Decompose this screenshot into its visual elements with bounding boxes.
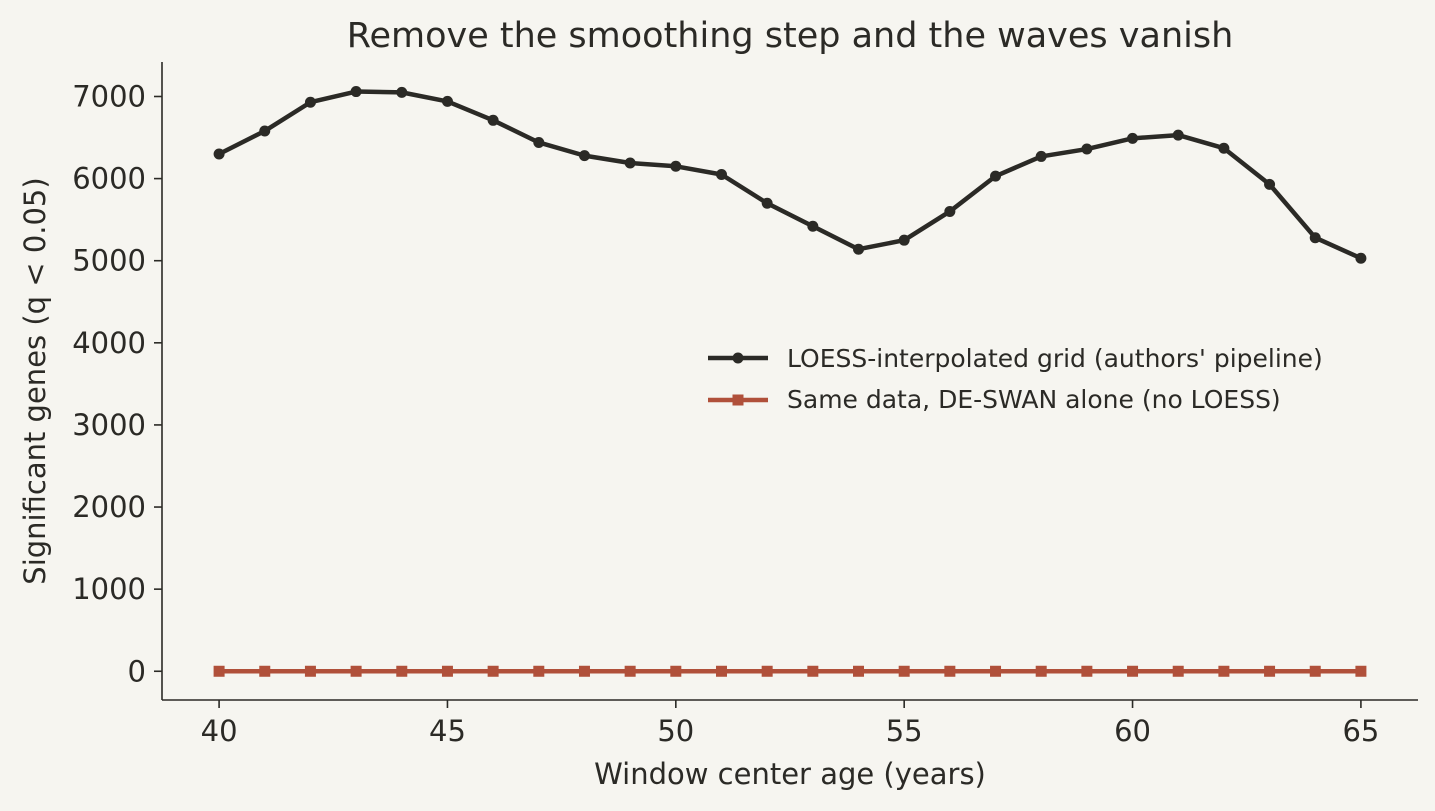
data-point <box>1035 150 1047 162</box>
data-point <box>441 665 453 677</box>
data-point <box>487 665 499 677</box>
chart-title: Remove the smoothing step and the waves … <box>347 16 1234 56</box>
data-point <box>578 665 590 677</box>
legend-marker-deswan <box>732 394 744 406</box>
legend-label-loess: LOESS-interpolated grid (authors' pipeli… <box>787 344 1323 373</box>
data-point <box>670 160 682 172</box>
data-point <box>441 95 453 107</box>
data-point <box>898 665 910 677</box>
y-tick-label: 0 <box>128 654 146 688</box>
y-tick-label: 5000 <box>72 244 146 278</box>
data-point <box>259 665 271 677</box>
data-point <box>259 125 271 137</box>
data-point <box>1172 665 1184 677</box>
data-point <box>533 136 545 148</box>
data-point <box>1218 665 1230 677</box>
data-point <box>1081 665 1093 677</box>
series-1 <box>213 665 1367 677</box>
data-point <box>304 665 316 677</box>
data-point <box>715 168 727 180</box>
data-point <box>807 665 819 677</box>
data-point <box>990 170 1002 182</box>
y-axis-label: Significant genes (q < 0.05) <box>18 177 52 584</box>
data-point <box>213 148 225 160</box>
data-point <box>624 665 636 677</box>
y-tick-label: 6000 <box>72 162 146 196</box>
legend-marker-loess <box>732 352 744 364</box>
data-point <box>1264 665 1276 677</box>
data-point <box>1127 665 1139 677</box>
data-point <box>853 665 865 677</box>
data-point <box>898 234 910 246</box>
data-point <box>1355 252 1367 264</box>
y-tick-label: 2000 <box>72 490 146 524</box>
data-point <box>624 157 636 169</box>
data-point <box>304 96 316 108</box>
data-point <box>1218 142 1230 154</box>
data-point <box>533 665 545 677</box>
y-tick-label: 1000 <box>72 572 146 606</box>
data-point <box>1081 143 1093 155</box>
data-point <box>853 243 865 255</box>
data-point <box>944 205 956 217</box>
x-axis-label: Window center age (years) <box>594 757 986 791</box>
legend-entry-deswan: Same data, DE-SWAN alone (no LOESS) <box>708 385 1281 414</box>
data-point <box>396 665 408 677</box>
data-point <box>396 86 408 98</box>
data-point <box>1355 665 1367 677</box>
x-tick-label: 45 <box>429 714 466 748</box>
data-point <box>487 114 499 126</box>
series-layer <box>213 86 1367 677</box>
data-point <box>1172 129 1184 141</box>
legend: LOESS-interpolated grid (authors' pipeli… <box>708 344 1323 414</box>
data-point <box>807 220 819 232</box>
data-point <box>1264 178 1276 190</box>
series-0 <box>213 86 1367 264</box>
data-point <box>578 150 590 162</box>
x-tick-label: 60 <box>1114 714 1151 748</box>
data-point <box>1309 232 1321 244</box>
x-axis: 40 45 50 55 60 65 <box>162 699 1418 748</box>
x-tick-label: 40 <box>201 714 238 748</box>
y-axis: 0 1000 2000 3000 4000 5000 6000 7000 <box>72 62 163 700</box>
data-point <box>1309 665 1321 677</box>
x-tick-label: 50 <box>657 714 694 748</box>
data-point <box>1035 665 1047 677</box>
y-tick-label: 7000 <box>72 79 146 113</box>
x-tick-label: 65 <box>1342 714 1379 748</box>
data-point <box>350 86 362 98</box>
data-point <box>715 665 727 677</box>
data-point <box>761 665 773 677</box>
legend-label-deswan: Same data, DE-SWAN alone (no LOESS) <box>787 385 1281 414</box>
data-point <box>990 665 1002 677</box>
y-tick-label: 4000 <box>72 326 146 360</box>
y-tick-label: 3000 <box>72 408 146 442</box>
data-point <box>213 665 225 677</box>
data-point <box>350 665 362 677</box>
x-tick-label: 55 <box>886 714 923 748</box>
data-point <box>1127 132 1139 144</box>
data-point <box>761 197 773 209</box>
legend-entry-loess: LOESS-interpolated grid (authors' pipeli… <box>708 344 1323 373</box>
data-point <box>944 665 956 677</box>
data-point <box>670 665 682 677</box>
series-line <box>216 89 1364 261</box>
